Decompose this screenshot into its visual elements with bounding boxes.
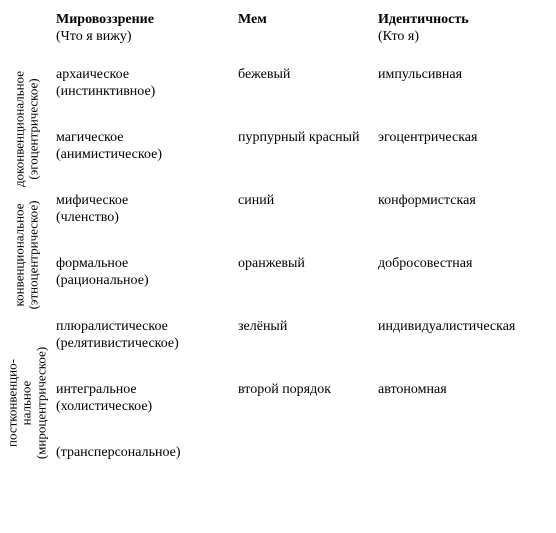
col-header-meme: Мем (238, 12, 366, 66)
worldview-sub: (трансперсональное) (56, 444, 226, 462)
cell-identity: индивидуалисти­ческая (378, 318, 538, 381)
worldview-sub: (холистическое) (56, 398, 226, 416)
side-label-preconventional-text: доконвенциональное (эгоцентрическое) (13, 71, 42, 187)
worldview-main: плюралистическое (56, 318, 226, 336)
side-label-conventional: конвенциональное (этноцентрическое) (10, 192, 44, 318)
side-header-spacer (10, 12, 44, 66)
cell-meme: бежевый (238, 66, 366, 129)
worldview-sub: (инстинктивное) (56, 83, 226, 101)
worldview-main: мифическое (56, 192, 226, 210)
cell-worldview: (трансперсональное) (56, 444, 226, 490)
cell-worldview: архаическое (инстинктивное) (56, 66, 226, 129)
side-label-preconventional: доконвенциональное (эгоцентрическое) (10, 66, 44, 192)
side-label-line2: (этноцентрическое) (27, 200, 41, 309)
cell-identity: импульсивная (378, 66, 538, 129)
worldview-main: магическое (56, 129, 226, 147)
cell-meme: оранжевый (238, 255, 366, 318)
cell-worldview: интегральное (холистическое) (56, 381, 226, 444)
cell-identity: автономная (378, 381, 538, 444)
cell-identity: добросовестная (378, 255, 538, 318)
cell-identity (378, 444, 538, 490)
worldview-sub: (релятивистическое) (56, 335, 226, 353)
worldview-main: формальное (56, 255, 226, 273)
worldview-main: архаическое (56, 66, 226, 84)
col-header-identity-title: Идентичность (378, 12, 538, 29)
cell-worldview: плюралистическое (релятивистическое) (56, 318, 226, 381)
cell-identity: конформистская (378, 192, 538, 255)
cell-meme: пурпурный красный (238, 129, 366, 192)
worldview-sub: (рациональное) (56, 272, 226, 290)
cell-meme: второй порядок (238, 381, 366, 444)
col-header-identity: Идентичность (Кто я) (378, 12, 538, 66)
side-label-line1: постконвенцио- (5, 359, 20, 447)
side-label-line1b: нальное (20, 347, 34, 459)
cell-worldview: магическое (анимистическое) (56, 129, 226, 192)
cell-meme: синий (238, 192, 366, 255)
col-header-worldview-sub: (Что я вижу) (56, 29, 226, 46)
col-header-identity-sub: (Кто я) (378, 29, 538, 46)
cell-meme: зелёный (238, 318, 366, 381)
side-label-conventional-text: конвенциональное (этноцентрическое) (13, 200, 42, 309)
worldview-sub: (анимистическое) (56, 146, 226, 164)
col-header-worldview: Мировоззрение (Что я вижу) (56, 12, 226, 66)
cell-worldview: мифическое (членство) (56, 192, 226, 255)
col-header-meme-title: Мем (238, 12, 366, 29)
side-label-line2: (эгоцентрическое) (27, 71, 41, 187)
col-header-worldview-title: Мировоззрение (56, 12, 226, 29)
cell-worldview: формальное (рациональное) (56, 255, 226, 318)
side-label-line1: доконвенциональное (12, 71, 27, 187)
side-label-postconventional: постконвенцио- нальное (мироцентрическое… (10, 318, 44, 490)
side-label-line1: конвенциональное (12, 203, 27, 306)
worldview-main: интегральное (56, 381, 226, 399)
worldview-sub: (членство) (56, 209, 226, 227)
cell-identity: эгоцентрическая (378, 129, 538, 192)
cell-meme (238, 444, 366, 490)
side-label-line2: (мироцентрическое) (34, 347, 48, 459)
levels-table: Мировоззрение (Что я вижу) Мем Идентично… (10, 12, 546, 489)
side-label-postconventional-text: постконвенцио- нальное (мироцентрическое… (6, 347, 49, 459)
